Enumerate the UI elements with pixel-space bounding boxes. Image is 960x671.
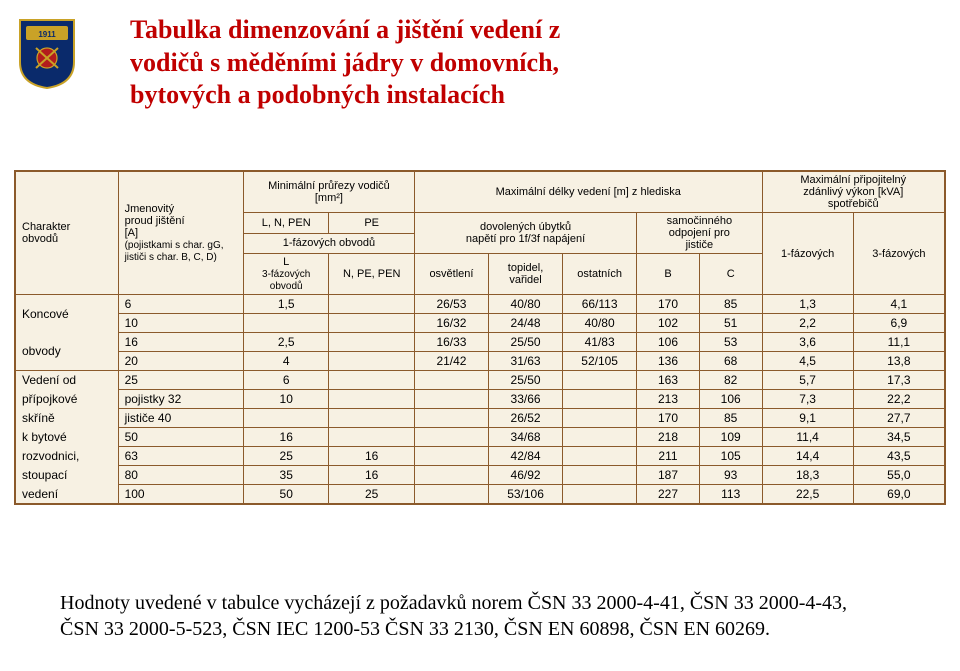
- hdr-ostatnich: ostatních: [563, 254, 637, 295]
- footnote-line-1: Hodnoty uvedené v tabulce vycházejí z po…: [60, 592, 847, 614]
- cat-cell: vedení: [16, 485, 119, 504]
- title-line-2: vodičů s měděními jádry v domovních,: [130, 47, 850, 80]
- table-row: 20 4 21/42 31/63 52/105 136 68 4,5 13,8: [16, 352, 945, 371]
- table-row: Koncové 6 1,5 26/53 40/80 66/113 170 85 …: [16, 295, 945, 314]
- hdr-topidel: topidel, vařidel: [489, 254, 563, 295]
- school-logo: 1911: [18, 18, 76, 90]
- table-row: stoupací 80 35 16 46/92 187 93 18,3 55,0: [16, 466, 945, 485]
- table-row: k bytové 50 16 34/68 218 109 11,4 34,5: [16, 428, 945, 447]
- hdr-pe: PE: [329, 213, 414, 234]
- cat-cell: skříně: [16, 409, 119, 428]
- hdr-vykon: Maximální připojitelný zdánlivý výkon [k…: [762, 172, 944, 213]
- table-row: Vedení od 25 6 25/50 163 82 5,7 17,3: [16, 371, 945, 390]
- hdr-lnpen: L, N, PEN: [243, 213, 328, 234]
- hdr-1f: 1-fázových: [762, 213, 853, 295]
- table-row: skříně jističe 40 26/52 170 85 9,1 27,7: [16, 409, 945, 428]
- hdr-ubytky: dovolených úbytků napětí pro 1f/3f napáj…: [414, 213, 636, 254]
- table-row: obvody 16 2,5 16/33 25/50 41/83 106 53 3…: [16, 333, 945, 352]
- cat-cell: Koncové: [16, 295, 119, 333]
- footnote: Hodnoty uvedené v tabulce vycházejí z po…: [60, 590, 900, 642]
- cat-cell: obvody: [16, 333, 119, 371]
- table-row: vedení 100 50 25 53/106 227 113 22,5 69,…: [16, 485, 945, 504]
- hdr-c: C: [699, 254, 762, 295]
- footnote-line-2: ČSN 33 2000-5-523, ČSN IEC 1200-53 ČSN 3…: [60, 618, 770, 640]
- cat-cell: k bytové: [16, 428, 119, 447]
- hdr-npepen: N, PE, PEN: [329, 254, 414, 295]
- hdr-osvetleni: osvětlení: [414, 254, 488, 295]
- table-row: 10 16/32 24/48 40/80 102 51 2,2 6,9: [16, 314, 945, 333]
- hdr-charakter: Charakter obvodů: [16, 172, 119, 295]
- hdr-odpojeni: samočinného odpojení pro jističe: [637, 213, 762, 254]
- cat-cell: Vedení od: [16, 371, 119, 390]
- hdr-3f: 3-fázových: [853, 213, 944, 295]
- hdr-b: B: [637, 254, 700, 295]
- hdr-jmenovity: Jmenovitý proud jištění [A] (pojistkami …: [118, 172, 243, 295]
- hdr-prurezy: Minimální průřezy vodičů [mm²]: [243, 172, 414, 213]
- title-line-1: Tabulka dimenzování a jištění vedení z: [130, 14, 850, 47]
- cat-cell: přípojkové: [16, 390, 119, 409]
- cat-cell: rozvodnici,: [16, 447, 119, 466]
- title-line-3: bytových a podobných instalacích: [130, 79, 850, 112]
- table-row: rozvodnici, 63 25 16 42/84 211 105 14,4 …: [16, 447, 945, 466]
- page-title: Tabulka dimenzování a jištění vedení z v…: [130, 14, 850, 112]
- svg-text:1911: 1911: [38, 30, 56, 39]
- dimensioning-table: Charakter obvodů Jmenovitý proud jištění…: [14, 170, 946, 505]
- hdr-l3: L 3-fázových obvodů: [243, 254, 328, 295]
- hdr-1faz: 1-fázových obvodů: [243, 233, 414, 254]
- cat-cell: stoupací: [16, 466, 119, 485]
- hdr-delky: Maximální délky vedení [m] z hlediska: [414, 172, 762, 213]
- table-row: přípojkové pojistky 32 10 33/66 213 106 …: [16, 390, 945, 409]
